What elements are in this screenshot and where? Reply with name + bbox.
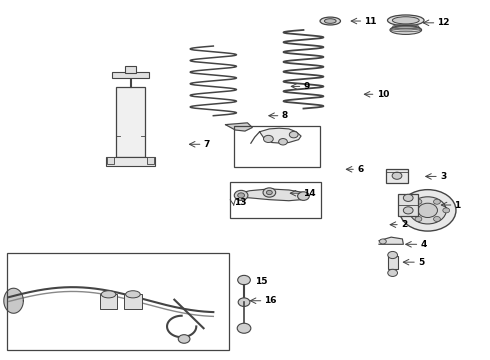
Circle shape xyxy=(279,139,288,145)
Polygon shape xyxy=(379,237,403,244)
Polygon shape xyxy=(235,189,306,201)
Polygon shape xyxy=(4,288,24,313)
Bar xyxy=(112,72,149,78)
Text: 16: 16 xyxy=(265,296,277,305)
Text: 12: 12 xyxy=(438,18,450,27)
Text: 13: 13 xyxy=(234,198,247,207)
Ellipse shape xyxy=(390,26,421,35)
Polygon shape xyxy=(225,123,252,131)
Ellipse shape xyxy=(320,17,341,25)
Polygon shape xyxy=(260,128,301,143)
Circle shape xyxy=(388,251,397,258)
Bar xyxy=(124,294,142,309)
Circle shape xyxy=(379,239,386,244)
Circle shape xyxy=(434,216,441,221)
Circle shape xyxy=(443,208,450,213)
Ellipse shape xyxy=(125,291,140,298)
Text: 3: 3 xyxy=(440,172,446,181)
Circle shape xyxy=(403,194,413,202)
Text: 6: 6 xyxy=(357,165,363,174)
Circle shape xyxy=(399,190,456,231)
Bar xyxy=(106,157,155,166)
Circle shape xyxy=(234,190,248,201)
Circle shape xyxy=(406,208,413,213)
Bar xyxy=(147,157,154,164)
Circle shape xyxy=(267,190,272,195)
Text: 10: 10 xyxy=(376,90,389,99)
Bar xyxy=(398,194,418,216)
Circle shape xyxy=(297,192,309,201)
Bar xyxy=(100,294,117,309)
Circle shape xyxy=(415,199,422,204)
Text: 5: 5 xyxy=(418,258,424,267)
Circle shape xyxy=(238,298,250,306)
Circle shape xyxy=(409,197,446,224)
Circle shape xyxy=(178,335,190,343)
Circle shape xyxy=(238,193,245,198)
Bar xyxy=(7,253,229,350)
Text: 11: 11 xyxy=(365,17,377,26)
Ellipse shape xyxy=(392,17,419,24)
Text: 15: 15 xyxy=(255,277,267,286)
Text: 1: 1 xyxy=(455,201,461,210)
Bar xyxy=(230,182,320,217)
Circle shape xyxy=(392,172,402,179)
Ellipse shape xyxy=(324,19,336,23)
Circle shape xyxy=(434,199,441,204)
Circle shape xyxy=(418,203,438,217)
Bar xyxy=(116,87,145,157)
Ellipse shape xyxy=(388,15,424,26)
Bar xyxy=(124,66,136,73)
Circle shape xyxy=(237,323,251,333)
Ellipse shape xyxy=(101,291,116,298)
Circle shape xyxy=(289,131,298,138)
Text: 14: 14 xyxy=(303,189,316,198)
Bar xyxy=(388,256,397,269)
Circle shape xyxy=(238,275,250,285)
Circle shape xyxy=(388,269,397,276)
Circle shape xyxy=(264,135,273,143)
Circle shape xyxy=(263,188,276,197)
Circle shape xyxy=(415,216,422,221)
Circle shape xyxy=(403,207,413,214)
Bar xyxy=(107,157,114,164)
Text: 9: 9 xyxy=(303,82,310,91)
Text: 7: 7 xyxy=(203,140,210,149)
Text: 2: 2 xyxy=(401,220,407,229)
Bar xyxy=(386,168,408,183)
Text: 8: 8 xyxy=(282,111,288,120)
Text: 4: 4 xyxy=(420,240,427,249)
Bar xyxy=(234,126,319,167)
